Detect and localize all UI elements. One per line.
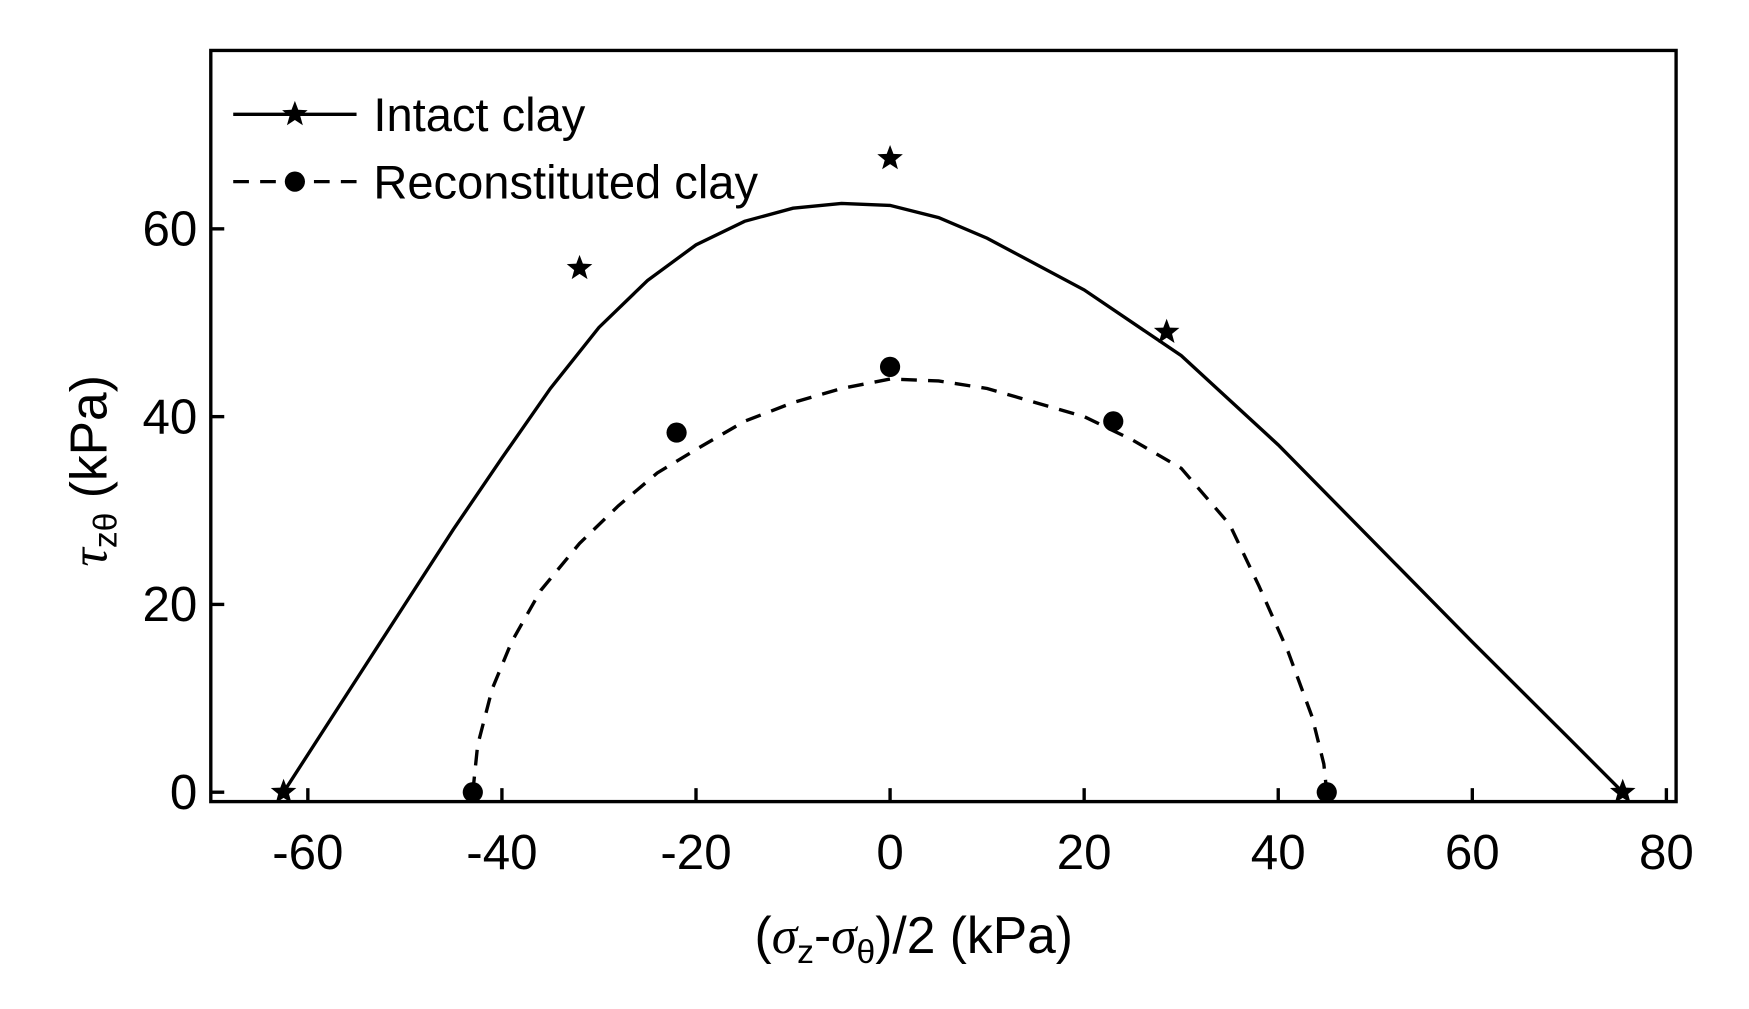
circle-marker (1316, 782, 1337, 803)
circle-marker (1103, 411, 1124, 432)
fit-curve (282, 201, 1624, 794)
label-part: σ (831, 908, 859, 965)
x-tick-label: 0 (876, 825, 903, 880)
x-tick-label: 80 (1639, 825, 1694, 880)
circle-marker (879, 356, 901, 377)
circle-marker (666, 422, 687, 443)
plot-frame (209, 48, 1678, 804)
label-part: )/2 (kPa) (875, 906, 1073, 964)
star-marker (270, 778, 297, 804)
y-tick-label: 20 (142, 577, 197, 632)
circle-marker (462, 782, 483, 803)
y-tick-label: 40 (142, 389, 197, 444)
label-part: ( (755, 906, 772, 964)
y-tick-label: 0 (170, 765, 197, 820)
x-tick-label: 40 (1251, 825, 1306, 880)
legend-label: Intact clay (373, 88, 585, 141)
x-tick-label: -40 (466, 825, 537, 880)
y-axis-label: τzθ (kPa) (60, 375, 125, 567)
x-tick-label: 60 (1445, 825, 1500, 880)
label-part: σ (772, 908, 800, 965)
legend-label: Reconstituted clay (373, 155, 758, 208)
star-marker (1609, 778, 1636, 804)
x-tick-label: -60 (272, 825, 343, 880)
label-part: (kPa) (60, 375, 118, 513)
star-marker (877, 144, 903, 170)
x-tick-label: -20 (660, 825, 731, 880)
star-marker (1153, 318, 1180, 344)
fit-curve (471, 377, 1329, 793)
label-part: τ (62, 546, 119, 567)
label-part: θ (857, 934, 876, 971)
label-part: - (814, 906, 831, 964)
star-marker (566, 254, 593, 280)
legend-marker (282, 100, 308, 126)
x-tick-label: 20 (1057, 825, 1112, 880)
legend-marker (284, 171, 305, 192)
x-axis-label: (σz-σθ)/2 (kPa) (755, 906, 1073, 971)
label-part: z (797, 934, 814, 971)
y-tick-label: 60 (142, 202, 197, 257)
label-part: zθ (88, 513, 125, 549)
